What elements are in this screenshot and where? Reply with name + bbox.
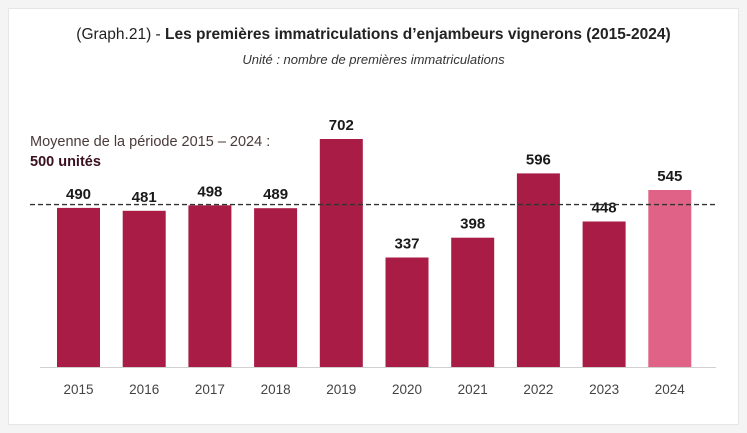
- chart-subtitle: Unité : nombre de premières immatriculat…: [242, 52, 505, 67]
- average-label-text: Moyenne de la période 2015 – 2024 :: [30, 134, 271, 150]
- bar-value-label-2020: 337: [394, 236, 419, 253]
- bar-value-label-2019: 702: [329, 117, 354, 134]
- chart-title-main: Les premières immatriculations d’enjambe…: [165, 26, 671, 43]
- x-tick-label-2017: 2017: [195, 382, 225, 397]
- x-tick-label-2020: 2020: [392, 382, 422, 397]
- bar-2017: [188, 205, 232, 367]
- bar-2019: [319, 139, 363, 367]
- bar-2020: [385, 257, 429, 367]
- bars-group: [57, 139, 692, 367]
- bar-2022: [516, 173, 560, 367]
- chart-title: (Graph.21) - Les premières immatriculati…: [0, 26, 747, 44]
- bar-value-label-2015: 490: [66, 186, 91, 203]
- average-annotation: Moyenne de la période 2015 – 2024 : 500 …: [30, 132, 270, 172]
- bar-2015: [57, 207, 100, 367]
- x-tick-label-2021: 2021: [458, 382, 488, 397]
- x-tick-label-2022: 2022: [523, 382, 553, 397]
- bar-value-label-2017: 498: [197, 183, 222, 200]
- x-tick-label-2024: 2024: [655, 382, 686, 397]
- bar-labels-group: 490 481 498 489 702 337 398 596 448 545: [66, 117, 682, 253]
- x-tick-label-2023: 2023: [589, 382, 619, 397]
- bar-value-label-2023: 448: [592, 200, 617, 217]
- average-value-text: 500 unités: [30, 154, 101, 170]
- bar-value-label-2024: 545: [657, 168, 682, 185]
- bar-value-label-2018: 489: [263, 186, 288, 203]
- bar-2021: [451, 237, 495, 367]
- bar-2018: [254, 208, 298, 367]
- chart-title-prefix: (Graph.21) -: [76, 26, 166, 43]
- bar-value-label-2022: 596: [526, 151, 551, 168]
- bar-value-label-2016: 481: [132, 189, 157, 206]
- x-tick-label-2018: 2018: [261, 382, 291, 397]
- x-tick-label-2016: 2016: [129, 382, 159, 397]
- bar-value-label-2021: 398: [460, 216, 485, 233]
- x-tick-labels-group: 2015 2016 2017 2018 2019 2020 2021 2022 2023 2024: [63, 382, 685, 397]
- bar-2024: [648, 190, 692, 367]
- bar-2016: [122, 210, 166, 367]
- bar-2023: [582, 221, 626, 367]
- x-tick-label-2019: 2019: [326, 382, 356, 397]
- x-tick-label-2015: 2015: [63, 382, 93, 397]
